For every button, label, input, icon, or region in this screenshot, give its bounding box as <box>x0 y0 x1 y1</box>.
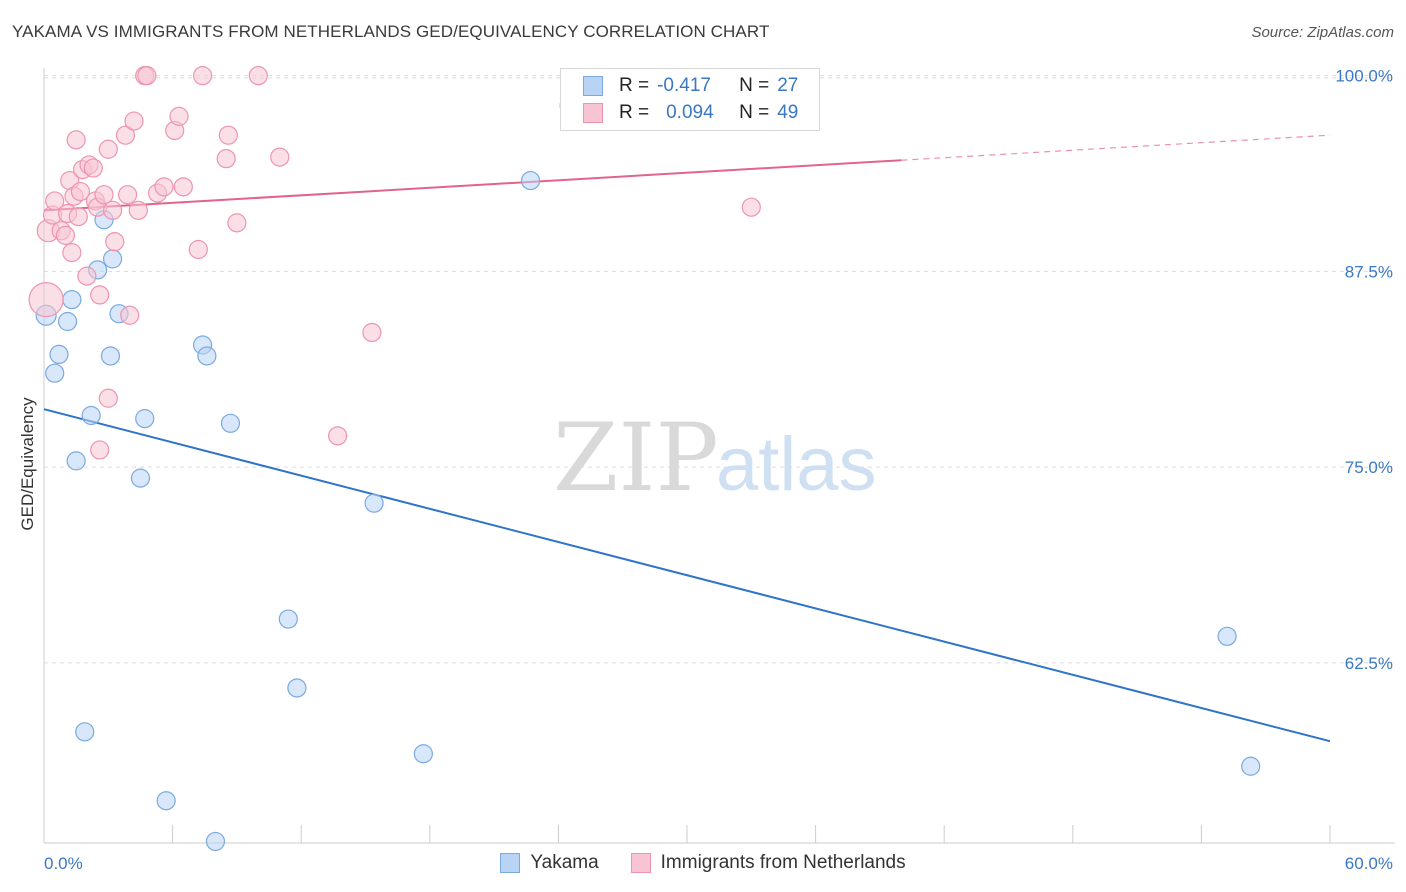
series-swatch-yakama <box>500 853 521 873</box>
yakama-point <box>49 344 69 365</box>
netherlands-point <box>137 66 157 86</box>
yakama-point <box>1217 626 1237 646</box>
netherlands-point <box>90 285 110 305</box>
netherlands-point <box>193 66 213 86</box>
netherlands-point <box>218 125 238 145</box>
yakama-point <box>413 744 433 764</box>
netherlands-point <box>66 130 86 150</box>
netherlands-point <box>62 243 82 263</box>
yakama-point <box>205 831 226 852</box>
data-points <box>28 66 1261 852</box>
netherlands-trend-line <box>43 159 902 212</box>
yakama-point <box>197 346 217 366</box>
legend-r-label: R = <box>619 102 650 123</box>
yakama-point <box>100 346 121 366</box>
series-legend-yakama[interactable]: Yakama <box>500 852 599 874</box>
axes <box>43 68 1395 844</box>
trend-lines <box>43 134 1331 743</box>
netherlands-point <box>94 185 114 205</box>
yakama-point <box>130 468 151 488</box>
netherlands-point <box>105 232 125 252</box>
y-tick-label: 62.5% <box>1345 654 1393 673</box>
netherlands-point <box>124 111 144 131</box>
netherlands-point <box>115 125 136 145</box>
yakama-point <box>102 249 123 269</box>
netherlands-point <box>98 139 118 159</box>
netherlands-point <box>227 213 247 233</box>
netherlands-point <box>741 197 761 217</box>
legend-row-netherlands: R = 0.094 N = 49 <box>583 100 798 126</box>
netherlands-point <box>90 440 110 460</box>
netherlands-point <box>248 66 268 86</box>
legend-row-yakama: R = -0.417 N = 27 <box>583 73 798 99</box>
netherlands-point <box>362 322 382 343</box>
series-label-netherlands: Immigrants from Netherlands <box>660 852 906 873</box>
yakama-point <box>62 289 82 310</box>
watermark: ZIP atlas <box>553 404 877 513</box>
netherlands-point <box>102 200 123 220</box>
correlation-legend: R = -0.417 N = 27 R = 0.094 N = 49 <box>560 68 820 131</box>
series-label-yakama: Yakama <box>530 852 599 873</box>
netherlands-point <box>68 207 88 227</box>
netherlands-point <box>173 177 193 197</box>
watermark-atlas: atlas <box>716 422 877 507</box>
x-tick-label: 60.0% <box>1345 854 1393 873</box>
netherlands-point <box>188 239 208 260</box>
yakama-point <box>135 409 155 429</box>
yakama-point <box>75 722 95 742</box>
netherlands-point <box>98 388 118 408</box>
yakama-point <box>81 405 101 426</box>
yakama-trend-line <box>43 408 1331 743</box>
legend-n-label: N = <box>739 75 770 96</box>
y-tick-label: 87.5% <box>1345 262 1393 281</box>
legend-n-value-yakama: 27 <box>777 75 799 96</box>
chart-source: Source: ZipAtlas.com <box>1251 24 1394 41</box>
netherlands-trend-line-extension <box>901 134 1331 161</box>
y-axis-label: GED/Equivalency <box>18 397 37 531</box>
legend-n-label: N = <box>739 102 770 123</box>
watermark-zip: ZIP <box>553 404 719 513</box>
legend-swatch-yakama <box>583 76 603 96</box>
yakama-point <box>66 451 86 471</box>
yakama-point <box>287 678 307 698</box>
netherlands-point <box>120 305 140 325</box>
y-tick-label: 75.0% <box>1345 458 1393 477</box>
netherlands-point <box>55 225 76 245</box>
series-legend-netherlands[interactable]: Immigrants from Netherlands <box>630 852 906 874</box>
series-swatch-netherlands <box>630 853 651 873</box>
netherlands-point <box>154 177 174 197</box>
yakama-point <box>364 493 384 513</box>
yakama-point <box>57 311 78 332</box>
yakama-point <box>220 413 241 433</box>
grid-lines <box>44 75 1395 664</box>
legend-n-value-netherlands: 49 <box>777 102 799 123</box>
legend-swatch-netherlands <box>583 103 603 123</box>
netherlands-point <box>70 181 91 202</box>
chart-title: YAKAMA VS IMMIGRANTS FROM NETHERLANDS GE… <box>12 22 770 41</box>
netherlands-point <box>128 200 148 220</box>
legend-r-value-yakama: -0.417 <box>657 75 711 96</box>
tick-labels: 62.5% 75.0% 87.5% 100.0% 0.0% 60.0% <box>44 67 1393 873</box>
netherlands-point <box>216 149 236 169</box>
netherlands-point <box>270 147 290 167</box>
y-tick-label: 100.0% <box>1335 67 1393 86</box>
legend-r-value-netherlands: 0.094 <box>666 102 714 123</box>
netherlands-point <box>28 281 64 318</box>
netherlands-point <box>83 158 103 178</box>
yakama-point <box>156 791 176 811</box>
legend-r-label: R = <box>619 75 650 96</box>
netherlands-point <box>45 191 65 211</box>
netherlands-point <box>169 106 189 126</box>
yakama-point <box>520 170 541 191</box>
yakama-point <box>1241 756 1261 776</box>
netherlands-point <box>328 426 348 446</box>
yakama-point <box>278 609 298 629</box>
series-legend: Yakama Immigrants from Netherlands <box>0 852 1406 874</box>
netherlands-point <box>77 266 97 286</box>
x-tick-label: 0.0% <box>44 854 83 873</box>
netherlands-point <box>117 185 138 205</box>
yakama-point <box>45 363 65 383</box>
